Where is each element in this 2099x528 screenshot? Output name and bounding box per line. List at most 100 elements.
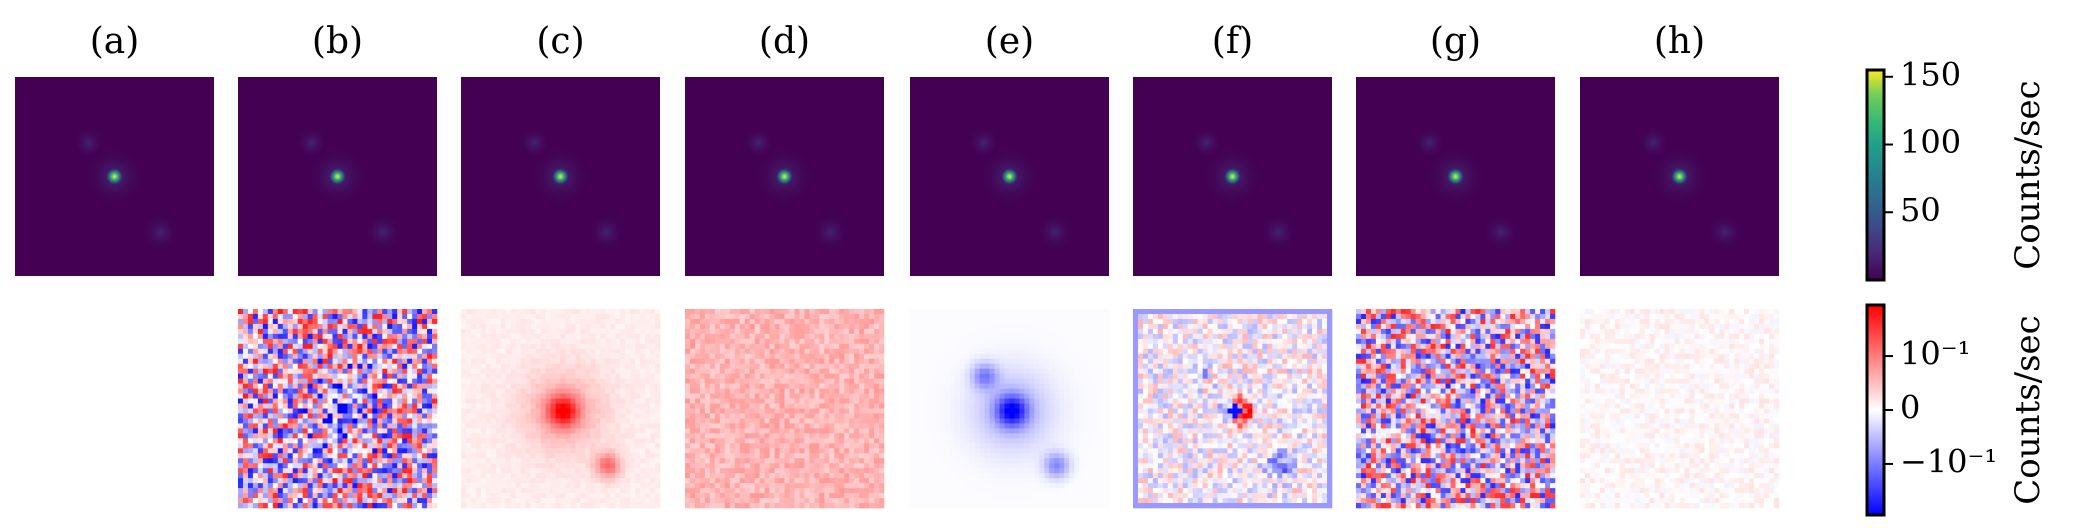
residual-pixel [724, 318, 731, 325]
residual-pixel [754, 503, 760, 509]
residual-pixel [247, 368, 254, 374]
residual-pixel [704, 353, 711, 360]
residual-pixel [869, 358, 875, 365]
residual-pixel [630, 313, 636, 320]
residual-pixel [580, 443, 586, 449]
residual-pixel [495, 473, 502, 479]
residual-pixel [317, 393, 323, 399]
residual-pixel [560, 408, 566, 414]
residual-pixel [834, 363, 840, 369]
residual-pixel [615, 313, 621, 320]
residual-pixel [1014, 323, 1020, 330]
residual-pixel [864, 333, 870, 340]
residual-pixel [719, 488, 726, 494]
residual-pixel [605, 373, 611, 379]
residual-pixel [874, 348, 880, 355]
residual-pixel [392, 483, 398, 489]
residual-pixel [461, 483, 467, 489]
residual-pixel [804, 363, 810, 369]
residual-pixel [734, 388, 741, 394]
residual-pixel [252, 473, 259, 479]
residual-pixel [238, 323, 244, 330]
residual-pixel [392, 353, 398, 360]
residual-pixel [461, 418, 467, 424]
residual-pixel [332, 428, 338, 434]
residual-pixel [317, 503, 323, 509]
residual-pixel [844, 393, 850, 399]
residual-pixel [814, 413, 820, 419]
residual-pixel [655, 323, 661, 330]
residual-pixel [257, 488, 264, 494]
residual-pixel [510, 323, 517, 330]
residual-pixel [505, 493, 512, 499]
residual-pixel [387, 368, 393, 374]
residual-pixel [620, 309, 626, 315]
residual-pixel [999, 323, 1005, 330]
residual-pixel [505, 378, 512, 384]
residual-pixel [585, 393, 591, 399]
residual-pixel [655, 318, 661, 325]
residual-pixel [485, 393, 492, 399]
residual-pixel [262, 423, 269, 429]
residual-pixel [322, 463, 328, 469]
residual-pixel [570, 358, 576, 365]
residual-pixel [814, 328, 820, 335]
residual-pixel [292, 488, 298, 494]
residual-pixel [540, 458, 546, 464]
residual-pixel [475, 418, 482, 424]
residual-pixel [694, 473, 701, 479]
residual-pixel [475, 313, 482, 320]
residual-pixel [372, 403, 378, 409]
residual-pixel [864, 373, 870, 379]
residual-pixel [550, 393, 556, 399]
residual-pixel [754, 323, 760, 330]
residual-pixel [347, 493, 353, 499]
residual-pixel [530, 403, 536, 409]
residual-pixel [595, 493, 601, 499]
residual-pixel [729, 448, 736, 454]
residual-pixel [590, 468, 596, 474]
residual-pixel [724, 503, 731, 509]
residual-pixel [600, 503, 606, 509]
residual-pixel [282, 458, 289, 464]
residual-pixel [475, 413, 482, 419]
residual-pixel [655, 343, 661, 350]
residual-pixel [864, 438, 870, 444]
residual-pixel [417, 418, 423, 424]
residual-pixel [789, 438, 795, 444]
residual-pixel [242, 458, 249, 464]
residual-pixel [630, 473, 636, 479]
residual-pixel [799, 363, 805, 369]
residual-pixel [422, 433, 428, 439]
residual-pixel [809, 413, 815, 419]
residual-pixel [849, 323, 855, 330]
residual-pixel [238, 503, 244, 509]
residual-pixel [485, 433, 492, 439]
residual-pixel [372, 309, 378, 315]
residual-pixel [874, 418, 880, 424]
residual-pixel [714, 388, 721, 394]
residual-pixel [367, 368, 373, 374]
residual-pixel [520, 428, 526, 434]
residual-pixel [297, 353, 303, 360]
residual-pixel [819, 418, 825, 424]
residual-pixel [545, 458, 551, 464]
residual-pixel [332, 473, 338, 479]
residual-pixel [397, 383, 403, 389]
residual-pixel [824, 428, 830, 434]
residual-pixel [397, 478, 403, 484]
residual-pixel [610, 488, 616, 494]
residual-pixel [277, 309, 284, 315]
residual-pixel [555, 328, 561, 335]
residual-pixel [427, 448, 433, 454]
residual-pixel [625, 483, 631, 489]
residual-pixel [490, 338, 497, 345]
residual-pixel [685, 313, 691, 320]
residual-pixel [769, 418, 775, 424]
residual-pixel [480, 363, 487, 369]
residual-pixel [535, 428, 541, 434]
residual-pixel [839, 473, 845, 479]
residual-pixel [500, 458, 507, 464]
residual-pixel [480, 408, 487, 414]
residual-pixel [560, 463, 566, 469]
